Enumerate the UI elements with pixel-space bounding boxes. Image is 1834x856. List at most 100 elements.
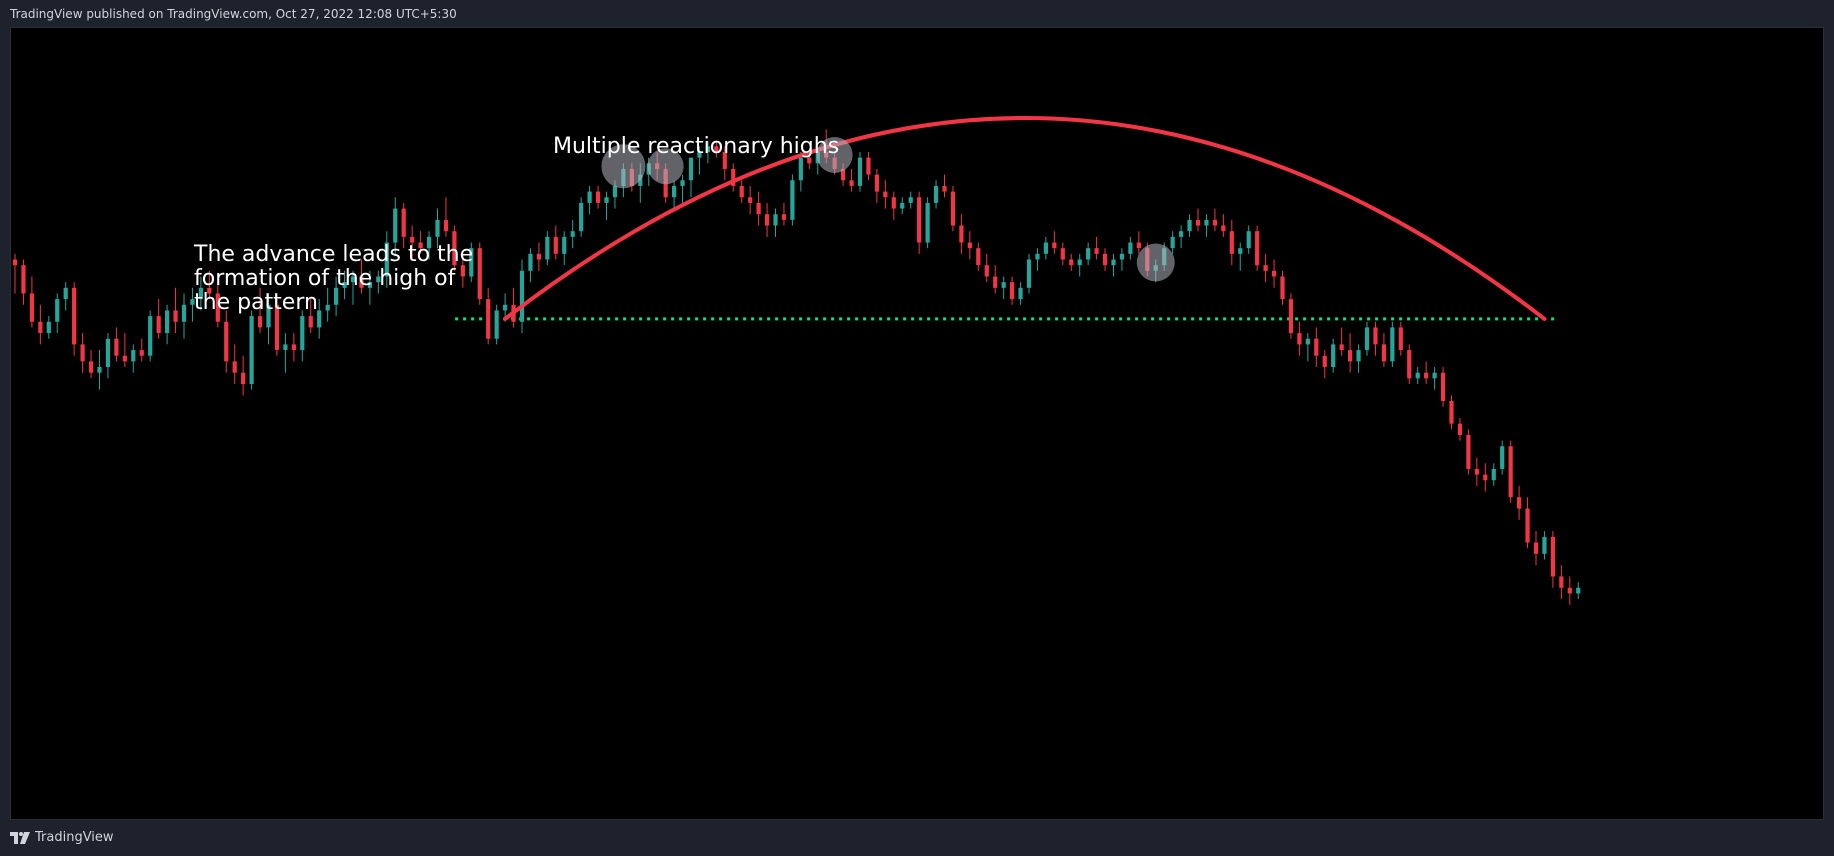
candle-body bbox=[1229, 231, 1234, 254]
candle-body bbox=[714, 146, 719, 152]
candle-body bbox=[359, 276, 364, 288]
candle-body bbox=[866, 157, 871, 175]
candle-body bbox=[1026, 259, 1032, 288]
candle-body bbox=[756, 202, 761, 215]
candle-body bbox=[1195, 219, 1201, 226]
candle-body bbox=[748, 197, 753, 203]
reaction-high-marker bbox=[816, 136, 853, 173]
candle-body bbox=[900, 202, 905, 209]
candle-body bbox=[384, 242, 389, 277]
candle-body bbox=[1305, 338, 1310, 345]
candle-body bbox=[1271, 270, 1277, 277]
candle-body bbox=[849, 180, 854, 186]
candle-body bbox=[1238, 248, 1243, 254]
candle-body bbox=[21, 265, 26, 294]
annotation-line: formation of the high of bbox=[194, 266, 456, 291]
candle-body bbox=[1246, 231, 1251, 249]
candle-body bbox=[418, 242, 423, 249]
candle-body bbox=[207, 287, 212, 294]
candle-body bbox=[731, 168, 736, 186]
publish-info: TradingView published on TradingView.com… bbox=[10, 7, 457, 21]
candle-body bbox=[435, 219, 440, 237]
candle-body bbox=[38, 321, 43, 334]
candle-body bbox=[1440, 372, 1446, 401]
candle-body bbox=[1221, 225, 1226, 232]
candle-body bbox=[1356, 350, 1361, 362]
candle-body bbox=[764, 214, 770, 226]
candle-body bbox=[553, 236, 558, 254]
candle-body bbox=[190, 299, 195, 305]
candle-body bbox=[1280, 276, 1285, 300]
candle-body bbox=[705, 146, 710, 152]
annotation-advance: The advance leads to the formation of th… bbox=[194, 243, 473, 315]
candle-body bbox=[773, 214, 778, 226]
candle-body bbox=[1212, 219, 1217, 226]
annotation-line: the pattern bbox=[194, 290, 318, 315]
candle-body bbox=[739, 185, 744, 198]
candle-body bbox=[1111, 259, 1116, 266]
candle-body bbox=[798, 157, 803, 181]
candle-body bbox=[469, 248, 474, 277]
candle-body bbox=[1314, 338, 1319, 356]
candle-body bbox=[29, 293, 34, 322]
candlestick-chart[interactable] bbox=[11, 28, 1823, 819]
candle-body bbox=[1517, 497, 1522, 509]
candle-body bbox=[80, 344, 85, 362]
candle-body bbox=[841, 168, 846, 181]
reaction-high-marker bbox=[647, 148, 684, 185]
annotation-reactionary-highs: Multiple reactionary highs bbox=[553, 135, 839, 159]
candle-body bbox=[959, 225, 964, 243]
candle-body bbox=[680, 180, 685, 186]
candle-body bbox=[1373, 327, 1378, 345]
candle-body bbox=[1474, 468, 1479, 475]
annotation-line: Multiple reactionary highs bbox=[553, 134, 840, 159]
candle-body bbox=[114, 338, 119, 356]
chart-pane[interactable]: The advance leads to the formation of th… bbox=[10, 27, 1824, 820]
candle-body bbox=[1432, 372, 1437, 379]
candle-body bbox=[519, 270, 525, 322]
candle-body bbox=[545, 236, 550, 260]
candle-body bbox=[942, 185, 947, 192]
candle-body bbox=[181, 304, 187, 322]
candle-body bbox=[781, 214, 787, 220]
candle-body bbox=[494, 310, 499, 339]
candle-body bbox=[300, 316, 305, 351]
candle-body bbox=[1060, 248, 1065, 260]
candle-body bbox=[241, 372, 246, 385]
candle-body bbox=[697, 151, 702, 158]
candle-body bbox=[257, 316, 263, 328]
footer-brand[interactable]: TradingView bbox=[10, 830, 114, 845]
brand-name: TradingView bbox=[35, 830, 114, 845]
candle-body bbox=[1559, 576, 1564, 588]
candle-body bbox=[570, 231, 575, 237]
candle-body bbox=[587, 191, 592, 203]
candle-body bbox=[63, 287, 68, 300]
candle-body bbox=[1390, 327, 1395, 362]
candle-body bbox=[232, 361, 237, 373]
candle-body bbox=[443, 219, 449, 232]
candle-body bbox=[72, 287, 77, 345]
candle-body bbox=[266, 304, 271, 328]
candle-body bbox=[1297, 333, 1302, 345]
candle-body bbox=[283, 344, 288, 351]
candle-body bbox=[367, 282, 372, 288]
candle-body bbox=[249, 316, 254, 385]
candle-body bbox=[1136, 242, 1141, 249]
candle-body bbox=[165, 310, 170, 334]
candle-body bbox=[460, 265, 465, 277]
candle-body bbox=[1119, 253, 1125, 260]
reaction-high-marker bbox=[1136, 243, 1175, 282]
candle-body bbox=[933, 185, 939, 203]
candle-body bbox=[1086, 248, 1091, 260]
candle-body bbox=[1018, 287, 1023, 300]
tradingview-logo-icon bbox=[10, 831, 30, 844]
candle-body bbox=[486, 299, 491, 339]
candle-body bbox=[562, 236, 567, 254]
candle-body bbox=[452, 231, 457, 266]
candle-body bbox=[790, 180, 795, 220]
candle-body bbox=[1483, 474, 1488, 481]
candle-body bbox=[1457, 423, 1463, 435]
candle-body bbox=[1339, 344, 1344, 351]
candle-body bbox=[376, 276, 381, 283]
candle-body bbox=[393, 208, 398, 243]
